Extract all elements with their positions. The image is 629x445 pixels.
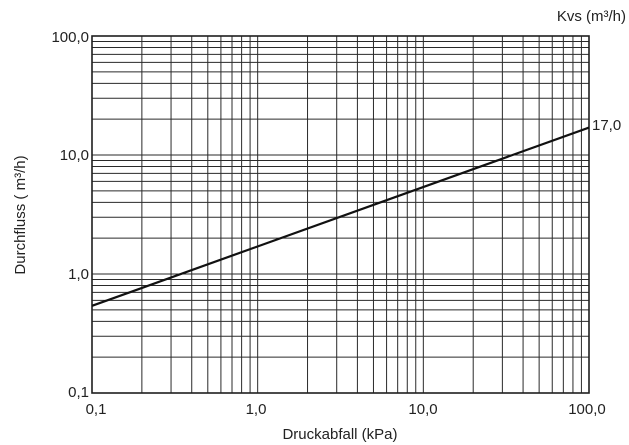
x-tick-label: 1,0	[246, 401, 267, 418]
x-axis-label: Druckabfall (kPa)	[282, 426, 397, 443]
y-tick-label: 10,0	[60, 147, 89, 164]
grid-lines	[91, 36, 589, 394]
kvs-line	[91, 126, 590, 307]
series-header: Kvs (m³/h)	[557, 8, 626, 25]
series-end-label: 17,0	[592, 117, 621, 134]
y-tick-label: 0,1	[68, 384, 89, 401]
x-tick-label: 10,0	[408, 401, 437, 418]
x-tick-label: 0,1	[86, 401, 107, 418]
y-tick-label: 100,0	[51, 29, 89, 46]
y-tick-label: 1,0	[68, 266, 89, 283]
plot-frame	[91, 35, 590, 394]
x-tick-label: 100,0	[568, 401, 606, 418]
y-axis-label: Durchfluss ( m³/h)	[12, 155, 29, 274]
